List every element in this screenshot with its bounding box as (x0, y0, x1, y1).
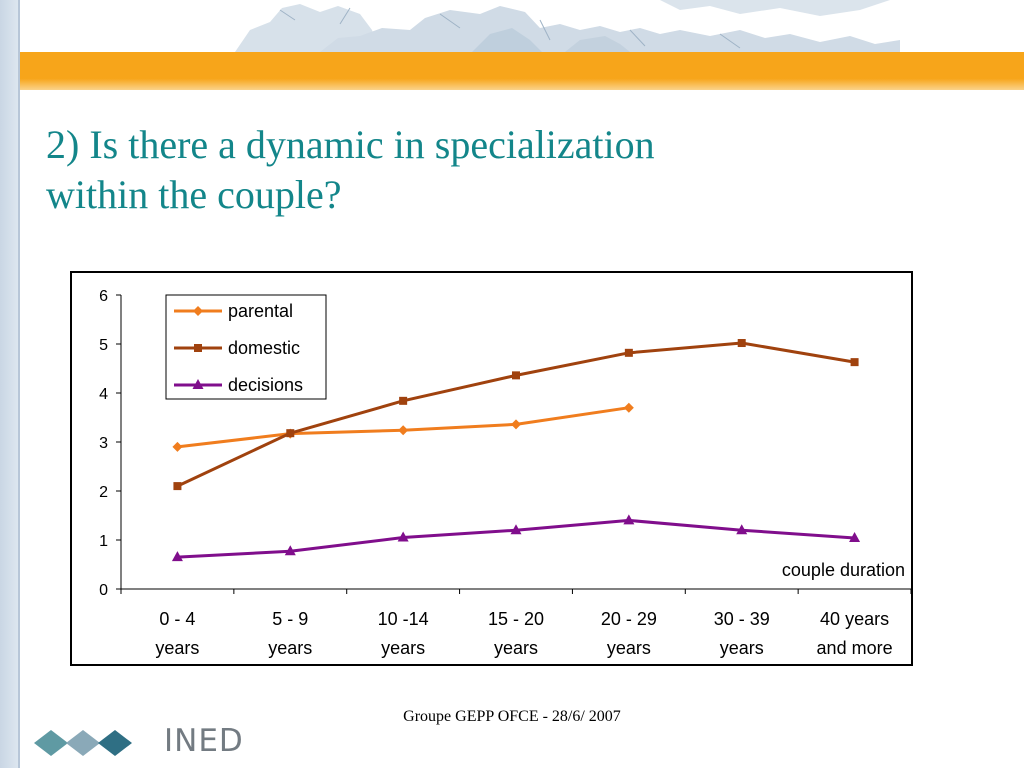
data-point-domestic (399, 396, 408, 405)
orange-header-band (20, 52, 1024, 90)
data-point-decisions (736, 524, 748, 535)
data-point-parental (623, 402, 634, 413)
x-tick-label: 10 -14 (378, 609, 429, 629)
x-tick-label: years (155, 638, 199, 658)
data-point-decisions (397, 531, 409, 542)
x-tick-label: years (494, 638, 538, 658)
data-point-decisions (510, 524, 522, 535)
slide-title-line-1: 2) Is there a dynamic in specialization (46, 122, 655, 167)
axis-annotation: couple duration (782, 560, 905, 580)
data-point-domestic (737, 339, 746, 348)
legend-swatch-marker (192, 379, 204, 389)
y-tick-label: 6 (99, 288, 108, 305)
x-tick-label: years (720, 638, 764, 658)
legend-label-decisions: decisions (228, 375, 303, 395)
ined-diamonds-icon (34, 730, 132, 756)
data-point-decisions (171, 551, 183, 562)
legend-swatch-marker (193, 306, 203, 316)
chart-frame: 0 1 2 3 4 5 6 0 - 4 years 5 - 9 years 10 -14 years 15… (70, 271, 913, 666)
x-tick-label: years (381, 638, 425, 658)
data-point-parental (511, 419, 521, 430)
slide-title: 2) Is there a dynamic in specialization … (46, 120, 806, 220)
y-tick-label: 4 (99, 386, 108, 403)
data-point-domestic (624, 348, 633, 357)
data-point-decisions (849, 532, 861, 543)
x-tick-label: 40 years (820, 609, 889, 629)
x-tick-label: 5 - 9 (272, 609, 308, 629)
legend-label-domestic: domestic (228, 338, 300, 358)
data-point-decisions (284, 545, 296, 556)
y-tick-label: 0 (99, 582, 108, 599)
data-point-domestic (850, 358, 859, 367)
y-tick-label: 1 (99, 533, 108, 550)
footer-text: Groupe GEPP OFCE - 28/6/ 2007 (403, 708, 621, 725)
data-point-domestic (286, 429, 295, 438)
x-tick-label: and more (817, 638, 893, 658)
x-tick-label: 15 - 20 (488, 609, 544, 629)
ined-logo-text: INED (164, 723, 244, 759)
x-tick-label: years (268, 638, 312, 658)
data-point-domestic (512, 371, 520, 380)
x-tick-label: years (607, 638, 651, 658)
left-decor-strip (0, 0, 20, 768)
data-point-parental (398, 425, 409, 436)
europe-map-graphic (235, 0, 900, 52)
slide-title-line-2: within the couple? (46, 172, 342, 217)
legend-label-parental: parental (228, 301, 293, 321)
x-tick-label: 0 - 4 (159, 609, 195, 629)
y-tick-label: 3 (99, 435, 108, 452)
legend-swatch-marker (194, 344, 202, 352)
data-point-domestic (173, 482, 182, 491)
y-tick-label: 2 (99, 484, 108, 501)
data-point-decisions (623, 514, 635, 525)
line-chart: 0 1 2 3 4 5 6 0 - 4 years 5 - 9 years 10 -14 years 15… (99, 288, 911, 658)
x-tick-label: 30 - 39 (714, 609, 770, 629)
y-tick-label: 5 (99, 337, 108, 354)
x-tick-label: 20 - 29 (601, 609, 657, 629)
ined-logo: INED (32, 722, 243, 764)
data-point-parental (172, 441, 183, 452)
europe-map-banner (20, 0, 1024, 52)
